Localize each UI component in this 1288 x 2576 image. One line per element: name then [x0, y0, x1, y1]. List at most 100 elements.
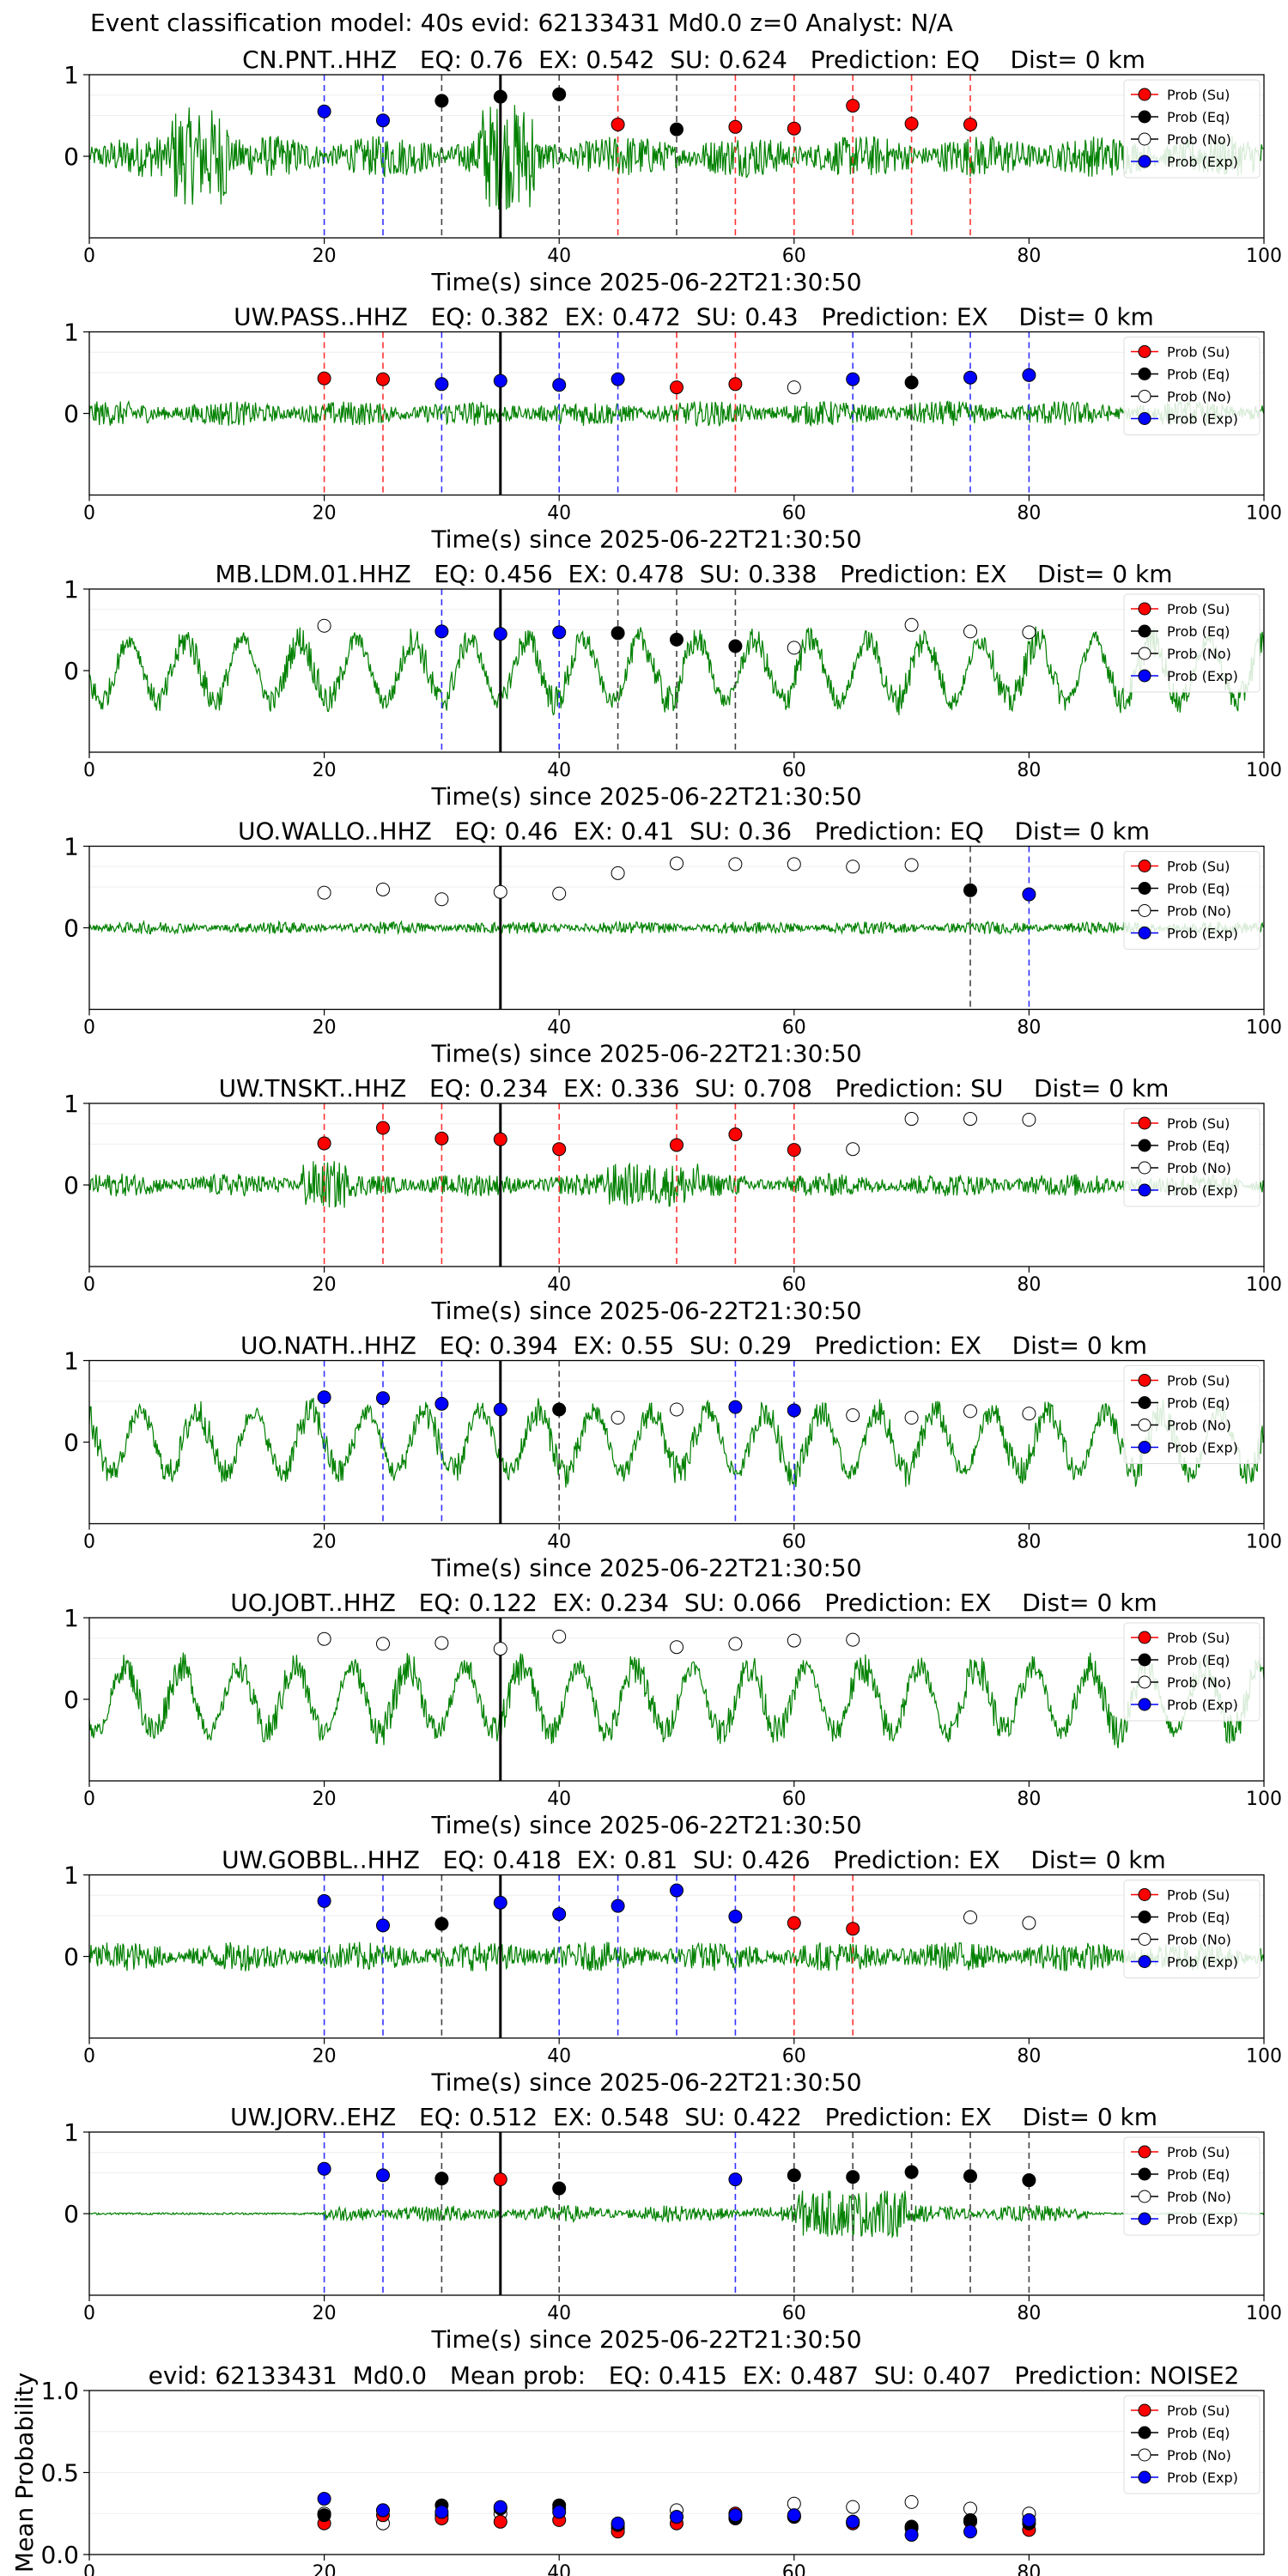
mean-marker-exp [376, 2503, 390, 2518]
x-tick-label: 40 [547, 2562, 571, 2576]
y-tick-label: 0 [64, 400, 79, 428]
prob-marker-no [904, 1112, 919, 1127]
legend-label: Prob (Su) [1167, 601, 1230, 617]
y-tick-label: 0 [64, 657, 79, 685]
y-tick-label: 0.0 [40, 2541, 79, 2569]
prob-marker-eq [493, 89, 507, 104]
legend-marker-no [1138, 1933, 1151, 1946]
mean-marker-exp [552, 2505, 567, 2519]
legend-marker-exp [1138, 2212, 1151, 2226]
prob-marker-exp [552, 1907, 567, 1922]
x-tick-label: 80 [1017, 1532, 1041, 1553]
prob-marker-no [904, 617, 919, 632]
legend-marker-eq [1138, 1911, 1151, 1923]
legend-label: Prob (Eq) [1167, 367, 1230, 383]
legend-label: Prob (No) [1167, 1674, 1231, 1691]
prob-marker-exp [728, 1400, 743, 1414]
legend: Prob (Su) Prob (Eq) Prob (No) Prob (Exp) [1123, 851, 1261, 950]
prob-marker-exp [493, 374, 507, 388]
y-tick-label: 1 [64, 319, 79, 347]
x-tick-label: 20 [313, 1789, 337, 1810]
prob-marker-no [1022, 1113, 1036, 1127]
legend-label: Prob (Exp) [1167, 1440, 1238, 1456]
y-tick-label: 1 [64, 1862, 79, 1890]
prob-marker-exp [1022, 368, 1036, 382]
mean-marker-exp [963, 2524, 977, 2539]
prob-marker-su [670, 380, 683, 395]
subplot-title: UO.JOBT..HHZ EQ: 0.122 EX: 0.234 SU: 0.0… [230, 1589, 1157, 1617]
legend-marker-eq [1138, 1396, 1151, 1409]
legend-label: Prob (No) [1167, 2189, 1231, 2205]
prob-marker-exp [317, 104, 331, 118]
prob-marker-no [963, 1404, 977, 1419]
x-tick-label: 0 [83, 1274, 95, 1296]
x-tick-label: 60 [782, 1274, 806, 1296]
x-tick-label: 40 [547, 2046, 571, 2068]
x-tick-label: 40 [547, 1018, 571, 1039]
subplot-title: evid: 62133431 Md0.0 Mean prob: EQ: 0.41… [149, 2361, 1240, 2390]
x-tick-label: 0 [83, 503, 95, 525]
x-tick-label: 40 [547, 1532, 571, 1553]
legend-label: Prob (Su) [1167, 2144, 1230, 2160]
prob-marker-eq [904, 2165, 919, 2179]
prob-marker-exp [376, 1391, 390, 1406]
prob-marker-exp [611, 372, 625, 386]
legend: Prob (Su) Prob (Eq) Prob (No) Prob (Exp) [1123, 2136, 1261, 2236]
prob-marker-exp [376, 2168, 390, 2183]
prob-marker-no [317, 618, 331, 633]
prob-marker-exp [434, 377, 449, 392]
legend-label: Prob (No) [1167, 903, 1231, 920]
prob-marker-no [1022, 1916, 1036, 1930]
waveform-trace [88, 1941, 1265, 1972]
legend-label: Prob (Exp) [1167, 1182, 1238, 1199]
x-axis-label: Time(s) since 2025-06-22T21:30:50 [430, 268, 861, 296]
x-tick-label: 0 [83, 2046, 95, 2068]
legend-label: Prob (Su) [1167, 344, 1230, 361]
prob-marker-eq [552, 87, 567, 101]
mean-marker-exp [787, 2508, 801, 2523]
prob-marker-su [670, 1138, 683, 1152]
x-tick-label: 20 [313, 503, 337, 525]
prob-marker-eq [963, 883, 977, 897]
prob-marker-su [317, 1136, 331, 1151]
prob-marker-exp [493, 1402, 507, 1417]
x-tick-label: 80 [1017, 2046, 1041, 2068]
legend-marker-exp [1138, 412, 1151, 425]
waveform-trace [88, 1652, 1265, 1749]
prob-marker-eq [904, 375, 919, 390]
x-tick-label: 0 [83, 1532, 95, 1553]
prob-marker-su [787, 121, 801, 136]
legend-label: Prob (No) [1167, 389, 1231, 405]
y-tick-label: 0.5 [40, 2459, 79, 2488]
legend-marker-eq [1138, 368, 1151, 380]
legend-marker-eq [1138, 2426, 1151, 2439]
prob-marker-exp [846, 372, 860, 386]
prob-marker-exp [434, 624, 449, 639]
prob-marker-exp [493, 627, 507, 641]
legend-marker-su [1138, 1374, 1151, 1387]
prob-marker-no [963, 624, 977, 639]
legend-marker-su [1138, 1888, 1151, 1901]
prob-marker-su [376, 372, 390, 386]
legend-label: Prob (No) [1167, 646, 1231, 662]
prob-marker-eq [434, 1917, 449, 1931]
prob-marker-eq [787, 2168, 801, 2183]
prob-marker-su [376, 1121, 390, 1135]
subplot-6: 0 20 40 60 80 100 0 1 UO.NATH..HHZ EQ: 0.394 EX:… [64, 1332, 1282, 1583]
prob-marker-su [317, 371, 331, 386]
mean-marker-no [787, 2496, 801, 2511]
prob-marker-no [434, 892, 449, 907]
mean-marker-exp [1022, 2512, 1036, 2527]
x-tick-label: 80 [1017, 2303, 1041, 2324]
subplot-title: UW.PASS..HHZ EQ: 0.382 EX: 0.472 SU: 0.4… [234, 303, 1154, 331]
prob-marker-eq [670, 632, 683, 647]
mean-marker-exp [670, 2510, 683, 2524]
legend-marker-su [1138, 345, 1151, 358]
prob-marker-no [611, 1411, 625, 1425]
subplot-9: 0 20 40 60 80 100 0 1 UW.JORV..EHZ EQ: 0.512 EX:… [64, 2103, 1282, 2354]
x-tick-label: 80 [1017, 503, 1041, 525]
subplot-title: MB.LDM.01.HHZ EQ: 0.456 EX: 0.478 SU: 0.… [215, 560, 1172, 588]
prob-marker-no [787, 857, 801, 872]
subplot-2: 0 20 40 60 80 100 0 1 UW.PASS..HHZ EQ: 0.382 EX:… [64, 303, 1282, 554]
x-axis-label: Time(s) since 2025-06-22T21:30:50 [430, 782, 861, 811]
